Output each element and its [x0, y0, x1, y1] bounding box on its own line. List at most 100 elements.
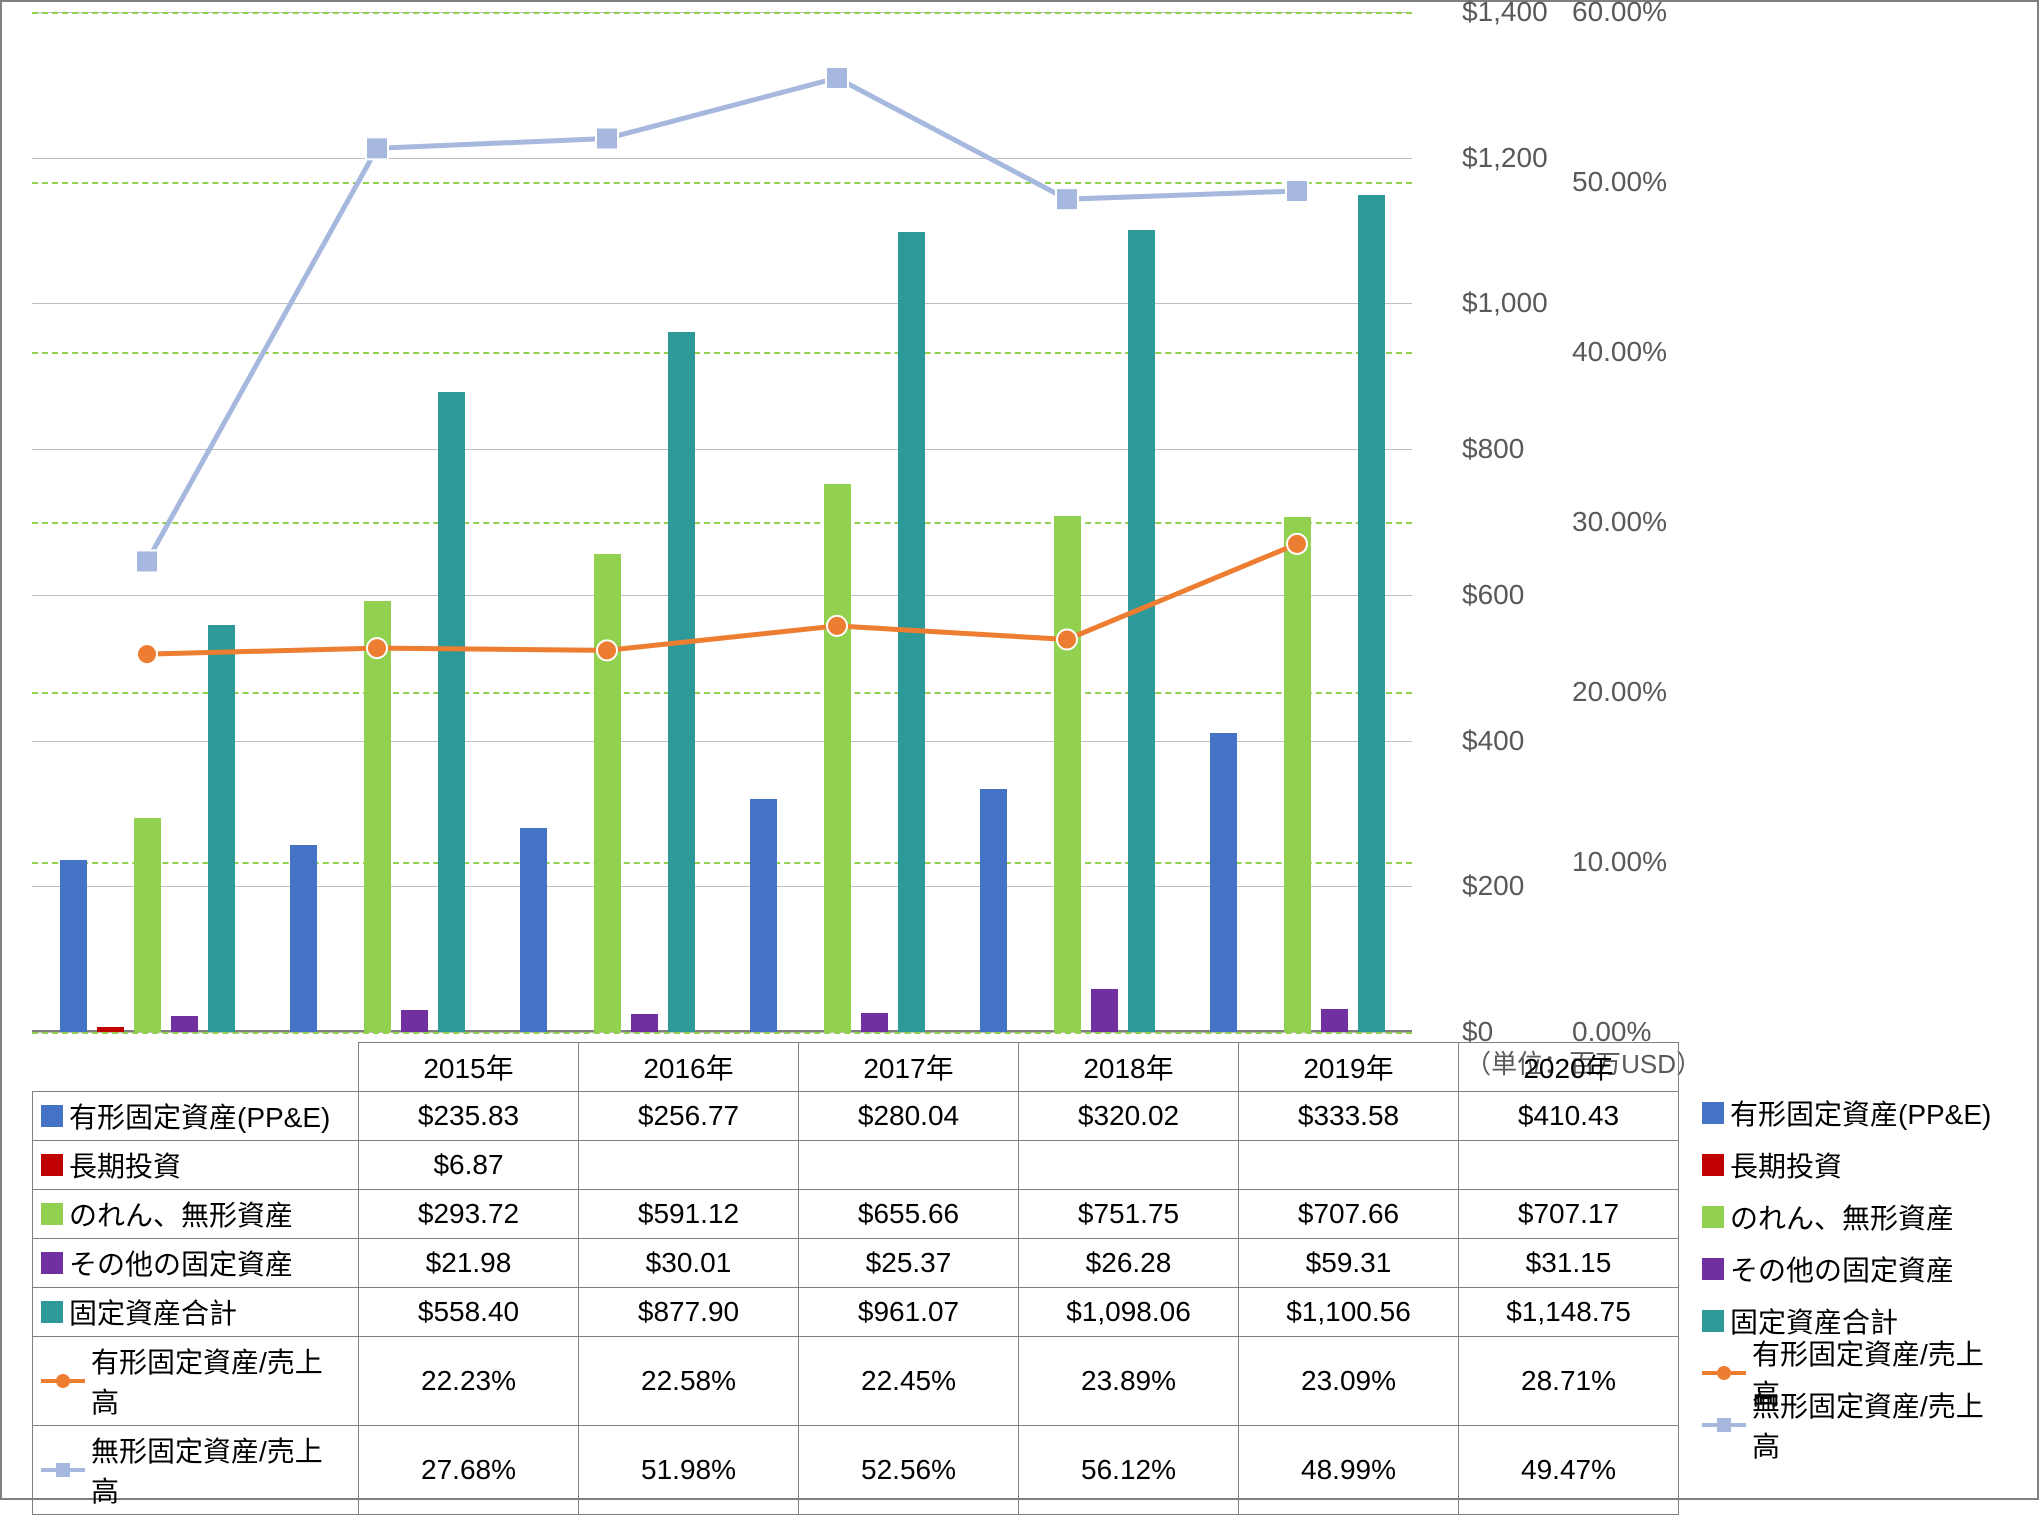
data-cell: $6.87 [359, 1141, 579, 1190]
row-header-goodwill: のれん、無形資産 [33, 1190, 359, 1239]
legend-swatch-line [1702, 1414, 1746, 1436]
data-cell: $25.37 [799, 1239, 1019, 1288]
marker-tangible_ratio [1287, 534, 1307, 554]
marker-intangible_ratio [1286, 180, 1308, 202]
right-legend-label: のれん、無形資産 [1730, 1197, 1954, 1237]
marker-tangible_ratio [1057, 629, 1077, 649]
row-header-intangible_ratio: 無形固定資産/売上高 [33, 1426, 359, 1515]
data-cell: $707.66 [1239, 1190, 1459, 1239]
year-header: 2018年 [1019, 1043, 1239, 1092]
data-cell: 22.58% [579, 1337, 799, 1426]
y-left-tick-label: $1,000 [1462, 287, 1548, 319]
legend-swatch-line [41, 1459, 85, 1481]
data-cell: $21.98 [359, 1239, 579, 1288]
plot-area [32, 12, 1412, 1032]
marker-tangible_ratio [827, 616, 847, 636]
data-cell [1019, 1141, 1239, 1190]
y-left-tick-label: $600 [1462, 579, 1524, 611]
right-legend: 有形固定資産(PP&E)長期投資のれん、無形資産その他の固定資産固定資産合計有形… [1702, 1087, 2007, 1451]
series-label: 固定資産合計 [69, 1292, 237, 1332]
data-cell: $333.58 [1239, 1092, 1459, 1141]
legend-swatch-bar [41, 1154, 63, 1176]
row-header-total: 固定資産合計 [33, 1288, 359, 1337]
y-right-tick-label: 60.00% [1572, 0, 1667, 28]
legend-swatch-bar [1702, 1258, 1724, 1280]
table-row: 長期投資$6.87 [33, 1141, 1679, 1190]
table-corner-blank [33, 1043, 359, 1092]
data-cell: $961.07 [799, 1288, 1019, 1337]
data-cell: $26.28 [1019, 1239, 1239, 1288]
data-cell: 22.23% [359, 1337, 579, 1426]
y-right-tick-label: 10.00% [1572, 846, 1667, 878]
legend-swatch-bar [41, 1203, 63, 1225]
data-table: 2015年2016年2017年2018年2019年2020年有形固定資産(PP&… [32, 1042, 1679, 1515]
data-cell: $293.72 [359, 1190, 579, 1239]
marker-intangible_ratio [136, 550, 158, 572]
row-header-tangible_ratio: 有形固定資産/売上高 [33, 1337, 359, 1426]
data-cell: 23.09% [1239, 1337, 1459, 1426]
y-left-tick-label: $1,400 [1462, 0, 1548, 28]
line-svg [32, 12, 1412, 1032]
year-header: 2016年 [579, 1043, 799, 1092]
data-cell: 52.56% [799, 1426, 1019, 1515]
right-legend-item-ppe: 有形固定資産(PP&E) [1702, 1087, 2007, 1139]
right-legend-label: 無形固定資産/売上高 [1752, 1385, 2007, 1465]
data-cell: $1,148.75 [1459, 1288, 1679, 1337]
marker-intangible_ratio [596, 127, 618, 149]
data-cell [799, 1141, 1019, 1190]
y-left-tick-label: $200 [1462, 870, 1524, 902]
data-cell: 49.47% [1459, 1426, 1679, 1515]
legend-swatch-line [1702, 1362, 1746, 1384]
line-intangible_ratio [147, 78, 1297, 561]
table-row: その他の固定資産$21.98$30.01$25.37$26.28$59.31$3… [33, 1239, 1679, 1288]
y-right-tick-label: 30.00% [1572, 506, 1667, 538]
y-right-tick-label: 40.00% [1572, 336, 1667, 368]
marker-intangible_ratio [826, 67, 848, 89]
data-cell: 27.68% [359, 1426, 579, 1515]
data-cell: 48.99% [1239, 1426, 1459, 1515]
year-header: 2019年 [1239, 1043, 1459, 1092]
series-label: その他の固定資産 [69, 1243, 293, 1283]
y-left-tick-label: $800 [1462, 433, 1524, 465]
series-label: 有形固定資産(PP&E) [69, 1096, 330, 1136]
marker-intangible_ratio [366, 137, 388, 159]
data-cell [1239, 1141, 1459, 1190]
data-cell: $31.15 [1459, 1239, 1679, 1288]
table-row: 有形固定資産/売上高22.23%22.58%22.45%23.89%23.09%… [33, 1337, 1679, 1426]
chart-container: $0$200$400$600$800$1,000$1,200$1,400 0.0… [0, 0, 2039, 1500]
y-right-tick-label: 20.00% [1572, 676, 1667, 708]
legend-swatch-bar [41, 1301, 63, 1323]
right-legend-label: その他の固定資産 [1730, 1249, 1954, 1289]
data-cell: $256.77 [579, 1092, 799, 1141]
right-legend-item-other: その他の固定資産 [1702, 1243, 2007, 1295]
data-cell: $655.66 [799, 1190, 1019, 1239]
data-cell: $1,098.06 [1019, 1288, 1239, 1337]
data-cell: $877.90 [579, 1288, 799, 1337]
year-header: 2017年 [799, 1043, 1019, 1092]
data-cell: $558.40 [359, 1288, 579, 1337]
data-cell [1459, 1141, 1679, 1190]
table-row: 無形固定資産/売上高27.68%51.98%52.56%56.12%48.99%… [33, 1426, 1679, 1515]
legend-swatch-line [41, 1370, 85, 1392]
table-header-row: 2015年2016年2017年2018年2019年2020年 [33, 1043, 1679, 1092]
gridline-right [32, 1032, 1412, 1034]
row-header-ppe: 有形固定資産(PP&E) [33, 1092, 359, 1141]
y-left-tick-label: $400 [1462, 725, 1524, 757]
series-label: のれん、無形資産 [69, 1194, 293, 1234]
right-legend-item-intangible_ratio: 無形固定資産/売上高 [1702, 1399, 2007, 1451]
legend-swatch-bar [41, 1252, 63, 1274]
data-cell: 23.89% [1019, 1337, 1239, 1426]
data-cell: $30.01 [579, 1239, 799, 1288]
table-row: 有形固定資産(PP&E)$235.83$256.77$280.04$320.02… [33, 1092, 1679, 1141]
right-legend-label: 有形固定資産(PP&E) [1730, 1093, 1991, 1133]
data-cell [579, 1141, 799, 1190]
y-axis-right: 0.00%10.00%20.00%30.00%40.00%50.00%60.00… [1572, 12, 1692, 1032]
data-cell: $235.83 [359, 1092, 579, 1141]
y-right-tick-label: 50.00% [1572, 166, 1667, 198]
year-header: 2015年 [359, 1043, 579, 1092]
data-cell: $280.04 [799, 1092, 1019, 1141]
data-cell: $1,100.56 [1239, 1288, 1459, 1337]
data-cell: 22.45% [799, 1337, 1019, 1426]
table-row: のれん、無形資産$293.72$591.12$655.66$751.75$707… [33, 1190, 1679, 1239]
legend-swatch-bar [1702, 1206, 1724, 1228]
